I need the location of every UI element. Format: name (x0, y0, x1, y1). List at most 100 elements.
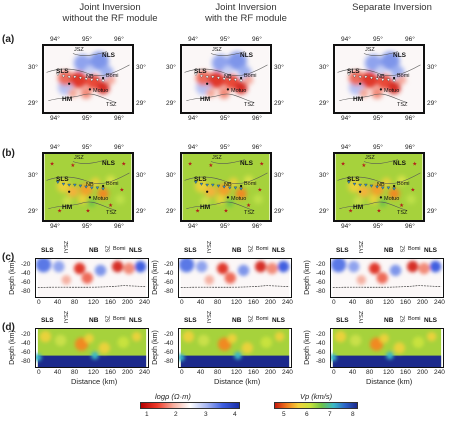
distance-tick-4: 160 (400, 299, 411, 306)
fault-jsz-line (46, 64, 130, 77)
moho-line (180, 285, 290, 288)
earthquake-star: ★ (119, 187, 124, 194)
station-marker (194, 73, 198, 76)
distance-tick-1: 40 (349, 369, 357, 376)
depth-tick-0: -20 (164, 261, 174, 268)
lon-tick-bottom-94: 94° (341, 223, 351, 230)
lon-tick-bottom-96: 96° (405, 223, 415, 230)
station-marker (392, 79, 396, 83)
depth-tick-0: -20 (21, 331, 31, 338)
label-sls: SLS (347, 176, 360, 183)
label-jsz: JSZ (212, 47, 222, 53)
lon-tick-top-96: 96° (405, 36, 415, 43)
bomi-dot (239, 76, 243, 80)
earthquake-star: ★ (376, 207, 381, 214)
fault-north-line (363, 159, 398, 164)
distance-tick-6: 240 (434, 369, 445, 376)
sect-label-sls: SLS (184, 247, 197, 254)
earthquake-star: ★ (246, 202, 251, 209)
depth-tick-1: -40 (21, 270, 31, 277)
lat-tick-left-30: 30° (28, 172, 38, 179)
earthquake-star: ★ (208, 162, 213, 169)
lon-tick-top-96: 96° (405, 144, 415, 151)
lon-tick-bottom-95: 95° (82, 115, 92, 122)
earthquake-star: ★ (361, 162, 366, 169)
station-marker (381, 186, 385, 190)
station-marker (352, 182, 357, 186)
label-hm: HM (62, 96, 73, 103)
distance-tick-5: 200 (265, 299, 276, 306)
label-nls: NLS (393, 160, 406, 167)
sect-label-sls: SLS (336, 247, 349, 254)
station-marker (352, 74, 357, 78)
depth-tick-3: -80 (316, 288, 326, 295)
earthquake-star: ★ (257, 187, 262, 194)
label-sls: SLS (56, 68, 69, 75)
lat-tick-left-30: 30° (166, 172, 176, 179)
map-vel-3: ★ ★ ★ ★ ★ ★ ★ (333, 152, 425, 222)
station-marker (347, 73, 351, 76)
vp-tick-6: 6 (305, 411, 309, 418)
res-tick-4: 4 (233, 411, 237, 418)
depth-tick-3: -80 (316, 358, 326, 365)
earthquake-star: ★ (70, 162, 75, 169)
station-marker (61, 74, 66, 78)
distance-tick-1: 40 (197, 299, 205, 306)
distance-axis-label: Distance (km) (366, 377, 413, 386)
depth-axis-label: Depth (km) (303, 260, 311, 295)
lon-tick-bottom-94: 94° (50, 223, 60, 230)
station-marker (78, 184, 83, 188)
map-res-3 (333, 44, 425, 114)
station-marker (369, 76, 374, 80)
distance-tick-0: 0 (37, 369, 41, 376)
fault-north-line (72, 51, 107, 56)
station-marker (194, 181, 198, 184)
depth-tick-3: -80 (21, 288, 31, 295)
distance-tick-4: 160 (248, 369, 259, 376)
label-jsz: JSZ (365, 155, 375, 161)
velocity-colorbar (274, 402, 358, 409)
bomi-dot (101, 184, 105, 188)
vp-tick-8: 8 (351, 411, 355, 418)
label-jsz: JSZ (74, 47, 84, 53)
station-marker (239, 79, 243, 83)
lat-tick-right-30: 30° (136, 64, 146, 71)
map-res-1 (42, 44, 134, 114)
lon-tick-bottom-95: 95° (220, 223, 230, 230)
distance-tick-0: 0 (332, 369, 336, 376)
label-tsz: TSZ (106, 210, 117, 216)
station-marker (222, 185, 226, 189)
motuo-dot (379, 196, 383, 199)
station-marker (199, 74, 204, 78)
column-title-1: Joint Inversion without the RF module (62, 2, 158, 24)
lon-tick-bottom-95: 95° (373, 223, 383, 230)
lon-tick-top-94: 94° (50, 36, 60, 43)
fault-ysz-line (186, 201, 255, 211)
station-marker (67, 75, 71, 79)
label-nb: NB (86, 182, 94, 188)
sect-label-sz: SZ (105, 245, 112, 253)
fault-ysz-line (48, 93, 117, 103)
depth-tick-1: -40 (164, 270, 174, 277)
lon-tick-top-95: 95° (82, 36, 92, 43)
fault-ysz-line (339, 93, 408, 103)
earthquake-star: ★ (341, 160, 346, 167)
depth-tick-2: -60 (164, 349, 174, 356)
fault-ysz-line (186, 93, 255, 103)
lat-tick-right-29: 29° (274, 208, 284, 215)
section-vel-1 (35, 328, 149, 368)
depth-tick-2: -60 (316, 279, 326, 286)
row-label-a: (a) (2, 34, 15, 45)
lon-tick-top-96: 96° (252, 36, 262, 43)
distance-tick-1: 40 (54, 369, 62, 376)
label-hm: HM (200, 204, 211, 211)
mantle-band (332, 355, 442, 367)
lon-tick-bottom-96: 96° (252, 223, 262, 230)
earthquake-star: ★ (259, 160, 264, 167)
depth-axis-label: Depth (km) (151, 330, 159, 365)
sect-label-bomi: Bomi (256, 246, 269, 252)
depth-tick-1: -40 (21, 340, 31, 347)
depth-axis-label: Depth (km) (303, 330, 311, 365)
motuo-dot (226, 196, 230, 199)
distance-tick-1: 40 (197, 369, 205, 376)
